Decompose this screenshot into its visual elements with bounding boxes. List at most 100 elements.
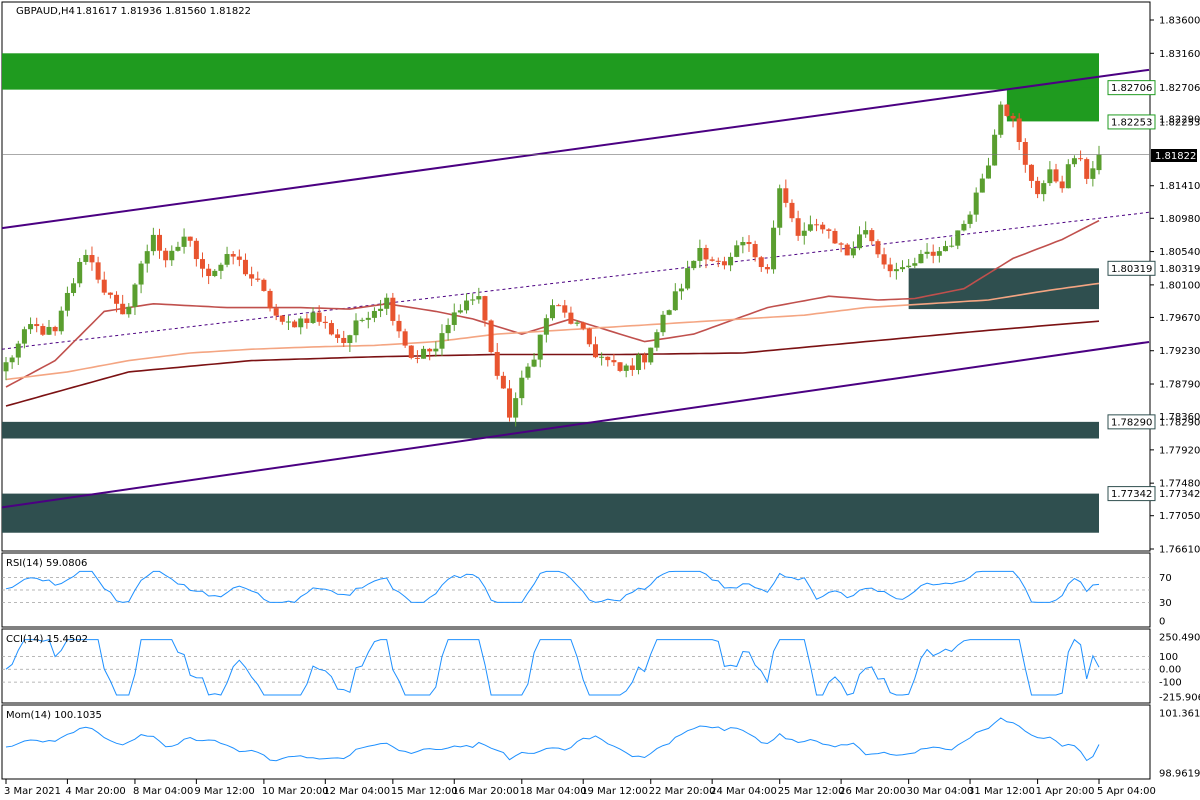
candle-body xyxy=(942,246,948,252)
y-tick-label: 1.80319 xyxy=(1159,264,1200,275)
channel-lower-line xyxy=(1,340,1150,509)
rsi-tick-label: 30 xyxy=(1159,598,1172,609)
y-tick-label: 1.77050 xyxy=(1159,511,1200,522)
candle-body xyxy=(445,324,451,334)
candle-body xyxy=(126,306,132,315)
candle-body xyxy=(193,240,199,260)
x-tick-label: 30 Mar 04:00 xyxy=(907,786,974,797)
rsi-line xyxy=(5,570,1100,603)
ma-mid-line xyxy=(5,282,1100,381)
x-axis: 3 Mar 2021 4 Mar 20:00 8 Mar 04:00 9 Mar 12… xyxy=(4,779,1156,797)
candle-body xyxy=(433,348,439,352)
candle-body xyxy=(328,323,334,335)
candle-body xyxy=(783,188,789,203)
zone-rect xyxy=(1006,87,1099,122)
mom-label: Mom(14) 100.1035 xyxy=(6,710,102,721)
y-tick-label: 1.78790 xyxy=(1159,380,1200,391)
candle-body xyxy=(1090,168,1096,179)
rsi-tick-label: 0 xyxy=(1159,617,1165,628)
candle-body xyxy=(961,223,967,231)
candle-body xyxy=(114,294,120,304)
candle-body xyxy=(457,310,463,313)
candle-body xyxy=(556,305,562,307)
candle-body xyxy=(605,356,611,361)
cci-tick-label: -215.9061 xyxy=(1159,693,1200,704)
candle-body xyxy=(795,218,801,236)
candle-body xyxy=(1016,118,1022,143)
zone-rect xyxy=(2,53,1099,90)
y-tick-label: 1.79670 xyxy=(1159,313,1200,324)
y-tick-label: 1.79230 xyxy=(1159,346,1200,357)
ma-slow-line xyxy=(5,320,1100,407)
candle-body xyxy=(58,310,64,332)
candle-body xyxy=(421,348,427,359)
zone-price-box xyxy=(1107,114,1156,130)
candle-body xyxy=(169,250,175,261)
candle-body xyxy=(1047,169,1053,184)
candle-body xyxy=(611,360,617,363)
candle-body xyxy=(709,259,715,261)
candle-body xyxy=(28,324,34,330)
candle-body xyxy=(1071,158,1077,165)
x-tick-label: 22 Mar 20:00 xyxy=(649,786,716,797)
candle-body xyxy=(261,279,267,291)
candle-body xyxy=(543,318,549,335)
zone-price-box xyxy=(1107,486,1156,502)
candle-body xyxy=(1010,115,1016,119)
mom-line xyxy=(5,717,1100,762)
candle-body xyxy=(187,236,193,241)
candle-body xyxy=(482,296,488,321)
candle-body xyxy=(150,234,156,252)
candle-body xyxy=(623,365,629,371)
candle-body xyxy=(771,227,777,270)
candle-body xyxy=(580,322,586,329)
zone-price-label: 1.80319 xyxy=(1111,264,1152,275)
candle-body xyxy=(488,320,494,353)
candle-body xyxy=(242,259,248,275)
candle-body xyxy=(599,356,605,358)
candle-body xyxy=(507,388,513,418)
candle-body xyxy=(936,251,942,256)
candle-body xyxy=(672,291,678,311)
candle-body xyxy=(298,318,304,328)
candle-body xyxy=(697,247,703,261)
cci-label: CCI(14) 15.4502 xyxy=(6,634,88,645)
candle-body xyxy=(814,224,820,226)
candle-body xyxy=(341,337,347,343)
candle-body xyxy=(844,244,850,256)
candle-body xyxy=(267,290,273,309)
candle-body xyxy=(685,268,691,289)
candle-body xyxy=(21,329,27,344)
y-tick-label: 1.80540 xyxy=(1159,247,1200,258)
cci-tick-label: 250.4904 xyxy=(1159,633,1200,644)
candle-body xyxy=(163,250,169,261)
candle-body xyxy=(648,347,654,363)
candle-body xyxy=(310,312,316,323)
zones-layer xyxy=(2,53,1099,533)
candle-body xyxy=(230,254,236,257)
candle-body xyxy=(857,234,863,249)
cci-panel-frame xyxy=(1,628,1151,704)
current-price-box xyxy=(1151,149,1197,162)
y-tick-label: 1.76610 xyxy=(1159,545,1200,556)
x-tick-label: 24 Mar 04:00 xyxy=(710,786,777,797)
candle-body xyxy=(89,255,95,263)
candle-body xyxy=(132,284,138,307)
candle-body xyxy=(875,241,881,255)
candle-body xyxy=(752,244,758,258)
candle-body xyxy=(95,262,101,280)
candle-body xyxy=(1078,158,1084,160)
candle-body xyxy=(1059,181,1065,189)
candle-body xyxy=(869,230,875,242)
candle-body xyxy=(1022,142,1028,165)
candle-body xyxy=(678,288,684,292)
candle-body xyxy=(967,214,973,224)
candle-body xyxy=(101,279,107,293)
rsi-layer: 70 30 0 xyxy=(2,570,1172,628)
candle-body xyxy=(359,319,365,321)
y-tick-label: 1.80980 xyxy=(1159,214,1200,225)
x-tick-label: 3 Mar 2021 xyxy=(4,786,61,797)
candle-body xyxy=(562,305,568,313)
cci-tick-label: 100 xyxy=(1159,652,1178,663)
